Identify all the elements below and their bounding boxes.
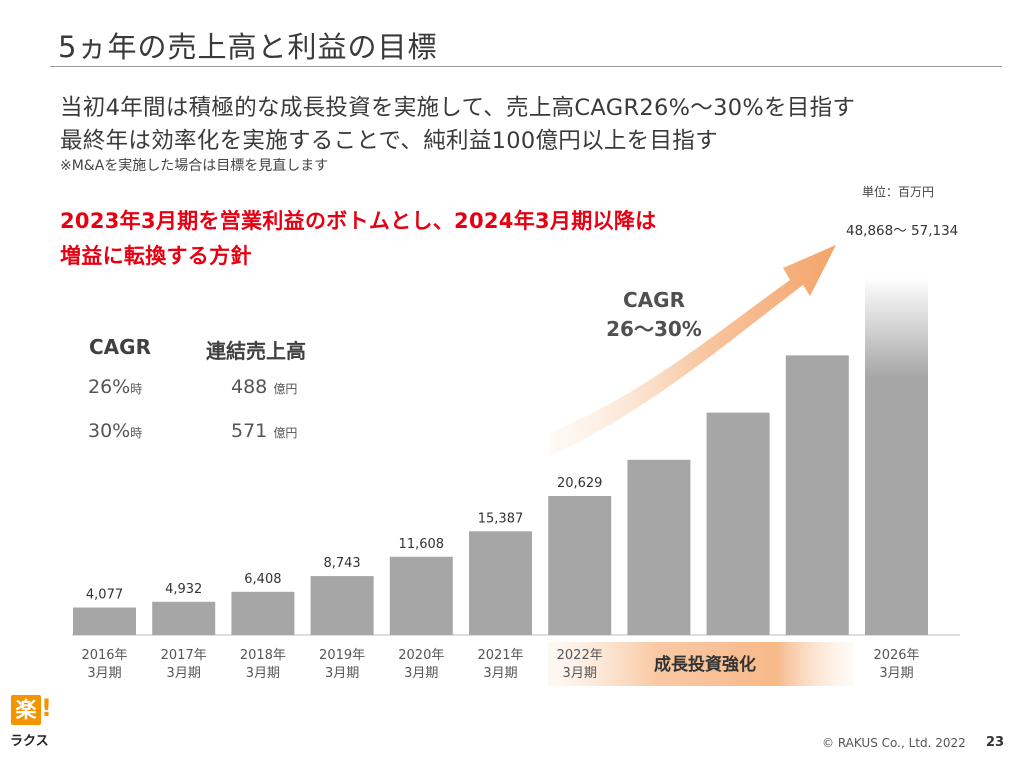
rate-suffix: 時 bbox=[130, 426, 143, 440]
x-tick-label: 2026年 bbox=[873, 648, 919, 663]
sales-header: 連結売上高 bbox=[206, 339, 306, 363]
x-tick-label: 3月期 bbox=[246, 666, 280, 681]
cagr-arrow-label: CAGR 26〜30% bbox=[596, 286, 712, 344]
sales-unit: 億円 bbox=[273, 426, 298, 440]
bar bbox=[310, 576, 374, 635]
x-tick-label: 2018年 bbox=[240, 648, 286, 663]
bar bbox=[231, 591, 295, 635]
cagr-header: CAGR bbox=[89, 335, 151, 359]
target-range-label: 48,868〜 57,134 bbox=[846, 223, 959, 239]
rate-value: 30% bbox=[88, 420, 131, 442]
cagr-arrow-line1: CAGR bbox=[623, 288, 685, 312]
sales-value-26: 488 億円 bbox=[231, 376, 297, 398]
rakus-logo-bang: ! bbox=[41, 694, 52, 722]
bar-value-label: 6,408 bbox=[244, 572, 281, 587]
bar-value-label: 20,629 bbox=[557, 476, 603, 491]
bar bbox=[706, 412, 770, 635]
lead-line-2: 最終年は効率化を実施することで、純利益100億円以上を目指す bbox=[60, 128, 718, 154]
x-tick-label: 3月期 bbox=[404, 666, 438, 681]
policy-line-2: 増益に転換する方針 bbox=[60, 244, 252, 268]
unit-label: 単位：百万円 bbox=[862, 185, 935, 199]
rakus-logo-text: ラクス bbox=[10, 734, 49, 749]
rakus-logo-mark: 楽 bbox=[11, 695, 41, 725]
x-tick-label: 3月期 bbox=[483, 666, 517, 681]
bar-value-label: 15,387 bbox=[478, 511, 524, 526]
rate-suffix: 時 bbox=[130, 382, 143, 396]
sales-value-30: 571 億円 bbox=[231, 420, 297, 442]
x-tick-label: 3月期 bbox=[563, 666, 597, 681]
x-tick-label: 2022年 bbox=[557, 648, 603, 663]
bar bbox=[73, 607, 136, 635]
cagr-rate-26: 26%時 bbox=[88, 376, 142, 398]
x-tick-label: 3月期 bbox=[325, 666, 359, 681]
slide-title: 5ヵ年の売上高と利益の目標 bbox=[58, 30, 438, 64]
bar bbox=[865, 277, 928, 635]
x-tick-label: 2016年 bbox=[81, 648, 127, 663]
x-tick-label: 3月期 bbox=[879, 666, 913, 681]
lead-line-1: 当初4年間は積極的な成長投資を実施して、売上高CAGR26%〜30%を目指す bbox=[60, 95, 856, 121]
bar-value-label: 4,077 bbox=[86, 588, 123, 603]
bar bbox=[152, 601, 216, 635]
bar bbox=[785, 355, 849, 635]
sales-unit: 億円 bbox=[273, 382, 298, 396]
x-tick-label: 2020年 bbox=[398, 648, 444, 663]
x-tick-label: 3月期 bbox=[87, 666, 121, 681]
cagr-arrow-line2: 26〜30% bbox=[606, 317, 702, 341]
x-tick-label: 2021年 bbox=[477, 648, 523, 663]
ma-note: ※M&Aを実施した場合は目標を見直します bbox=[60, 158, 329, 174]
title-divider bbox=[50, 66, 1002, 67]
sales-amount: 488 bbox=[231, 376, 268, 398]
x-tick-label: 2017年 bbox=[161, 648, 207, 663]
bar-value-label: 8,743 bbox=[323, 556, 360, 571]
investment-label: 成長投資強化 bbox=[654, 655, 756, 675]
rate-value: 26% bbox=[88, 376, 131, 398]
bar-value-label: 4,932 bbox=[165, 582, 202, 597]
bars-group: 4,077 2016年 3月期 4,932 2017年 3月期 6,408 2018年 3月期 8… bbox=[73, 277, 928, 681]
x-tick-label: 3月期 bbox=[167, 666, 201, 681]
bar bbox=[389, 556, 453, 635]
investment-band bbox=[548, 642, 853, 686]
x-tick-label: 2019年 bbox=[319, 648, 365, 663]
bar bbox=[469, 531, 532, 635]
page-number: 23 bbox=[986, 735, 1005, 750]
bar bbox=[548, 495, 612, 635]
policy-line-1: 2023年3月期を営業利益のボトムとし、2024年3月期以降は bbox=[60, 209, 657, 233]
cagr-rate-30: 30%時 bbox=[88, 420, 142, 442]
bar-value-label: 11,608 bbox=[399, 537, 445, 552]
growth-arrow bbox=[550, 245, 836, 456]
copyright: © RAKUS Co., Ltd. 2022 bbox=[822, 736, 966, 750]
sales-amount: 571 bbox=[231, 420, 268, 442]
bar bbox=[627, 459, 691, 635]
